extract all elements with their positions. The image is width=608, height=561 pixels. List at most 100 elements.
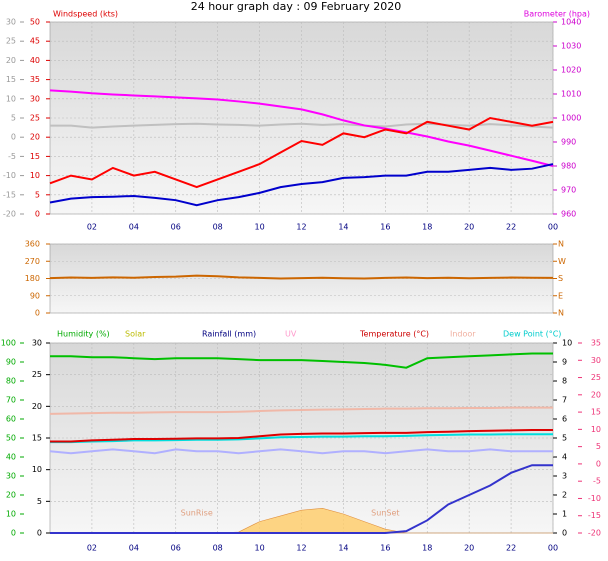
legend-entry: Humidity (%) [57, 330, 110, 339]
legend-entry: UV [285, 330, 297, 339]
y-tick-label: 5 [35, 190, 40, 199]
annotation: SunSet [371, 509, 399, 518]
y-tick-label: 50 [6, 434, 16, 443]
y-tick-label: 4 [562, 453, 567, 462]
chart-title: 24 hour graph day : 09 February 2020 [191, 0, 402, 13]
x-tick-label: 14 [338, 223, 348, 232]
y-tick-label: 25 [32, 370, 42, 379]
y-tick-label: 10 [591, 425, 601, 434]
y-tick-label: 1000 [561, 114, 581, 123]
y-tick-label: 980 [561, 162, 576, 171]
series-line [50, 464, 553, 534]
y-tick-label: 360 [25, 240, 40, 249]
y-tick-label: 180 [25, 274, 40, 283]
y-tick-label: 6 [562, 415, 567, 424]
y-tick-label: W [558, 257, 566, 266]
x-tick-label: 06 [171, 223, 181, 232]
y-tick-label: N [558, 240, 564, 249]
y-tick-label: 5 [37, 497, 42, 506]
y-tick-label: -10 [3, 171, 16, 180]
legend-entry: Rainfall (mm) [202, 330, 256, 339]
y-tick-label: E [558, 291, 563, 300]
x-tick-label: 14 [338, 544, 348, 553]
x-tick-label: 10 [254, 223, 264, 232]
y-tick-label: 0 [11, 133, 16, 142]
y-tick-label: 7 [562, 396, 567, 405]
series-line [49, 448, 553, 455]
y-tick-label: 90 [30, 291, 40, 300]
y-tick-label: N [558, 309, 564, 318]
y-tick-label: 50 [30, 18, 40, 27]
series-line [49, 89, 554, 167]
legend-entry: Dew Point (°C) [503, 330, 561, 339]
x-tick-label: 12 [296, 544, 306, 553]
y-tick-label: 60 [6, 415, 16, 424]
y-tick-label: -15 [588, 511, 601, 520]
y-tick-label: 990 [561, 138, 576, 147]
y-tick-label: 90 [6, 358, 16, 367]
y-tick-label: 960 [561, 210, 576, 219]
y-tick-label: 1 [562, 510, 567, 519]
y-tick-label: 0 [37, 529, 42, 538]
x-tick-label: 06 [171, 544, 181, 553]
y-tick-label: 9 [562, 358, 567, 367]
y-tick-label: 1040 [561, 18, 581, 27]
series-line [49, 163, 554, 207]
annotation: SunRise [181, 509, 213, 518]
x-tick-label: 16 [380, 544, 390, 553]
y-tick-label: -10 [588, 494, 601, 503]
y-tick-label: 30 [30, 94, 40, 103]
y-tick-label: 30 [591, 356, 601, 365]
legend-entry: Solar [125, 330, 146, 339]
series-line [50, 429, 553, 443]
x-tick-label: 02 [87, 544, 97, 553]
y-tick-label: 100 [1, 339, 16, 348]
y-tick-label: 25 [6, 37, 16, 46]
y-tick-label: 1010 [561, 90, 581, 99]
y-tick-label: 15 [30, 152, 40, 161]
y-tick-label: 10 [30, 171, 40, 180]
y-tick-label: 20 [6, 56, 16, 65]
x-tick-label: 08 [213, 223, 223, 232]
series-line [49, 406, 553, 415]
legend-entry: Temperature (°C) [359, 330, 429, 339]
x-tick-label: 16 [380, 223, 390, 232]
x-tick-label: 18 [422, 544, 432, 553]
y-tick-label: 10 [562, 339, 572, 348]
y-tick-label: 0 [35, 309, 40, 318]
y-tick-label: 0 [11, 529, 16, 538]
y-tick-label: 20 [591, 390, 601, 399]
y-tick-label: 35 [591, 339, 601, 348]
y-tick-label: 0 [596, 459, 601, 468]
x-tick-label: 20 [464, 544, 474, 553]
y-tick-label: -5 [593, 477, 601, 486]
y-tick-label: 25 [591, 373, 601, 382]
y-tick-label: 40 [6, 453, 16, 462]
x-tick-label: 22 [506, 223, 516, 232]
series-line [49, 274, 554, 280]
y-tick-label: 80 [6, 377, 16, 386]
y-tick-label: 5 [596, 442, 601, 451]
y-tick-label: 30 [6, 472, 16, 481]
x-tick-label: 20 [464, 223, 474, 232]
y-tick-label: 25 [30, 114, 40, 123]
y-tick-label: 8 [562, 377, 567, 386]
y-tick-label: 15 [6, 75, 16, 84]
y-tick-label: 45 [30, 37, 40, 46]
x-tick-label: 18 [422, 223, 432, 232]
y-tick-label: 1030 [561, 42, 581, 51]
y-tick-label: 270 [25, 257, 40, 266]
y-tick-label: 35 [30, 75, 40, 84]
y-tick-label: 20 [32, 402, 42, 411]
legend-entry: Barometer (hpa) [524, 10, 590, 19]
x-tick-label: 12 [296, 223, 306, 232]
x-tick-label: 02 [87, 223, 97, 232]
series-line [50, 433, 553, 444]
y-tick-label: 0 [562, 529, 567, 538]
y-tick-label: -5 [8, 152, 16, 161]
y-tick-label: -15 [3, 190, 16, 199]
x-tick-label: 22 [506, 544, 516, 553]
x-tick-label: 04 [129, 223, 139, 232]
y-tick-label: 10 [6, 510, 16, 519]
